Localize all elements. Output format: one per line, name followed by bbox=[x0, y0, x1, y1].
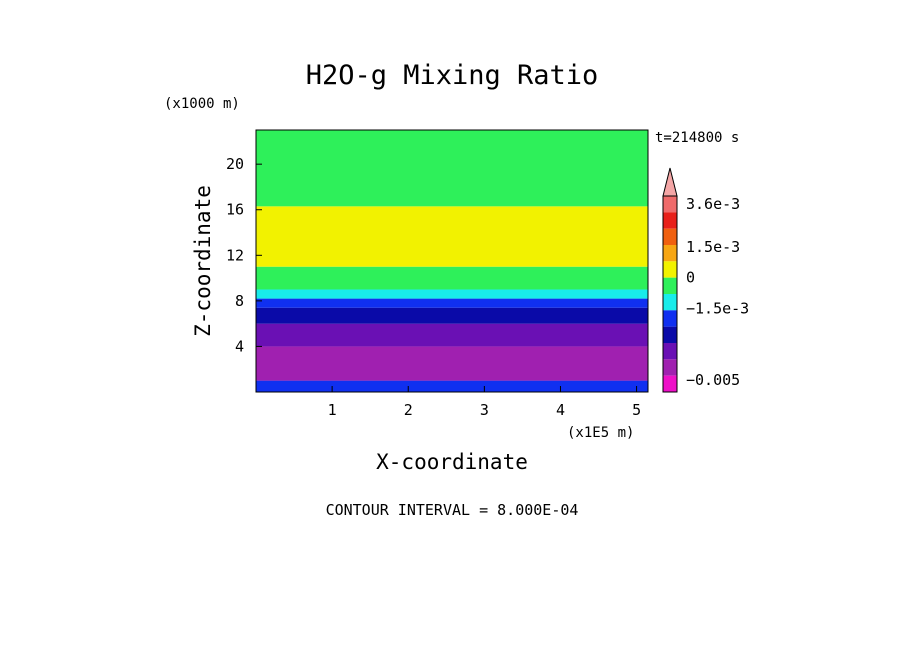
colorbar-label-1: 1.5e-3 bbox=[686, 238, 740, 256]
chart-title: H2O-g Mixing Ratio bbox=[306, 60, 599, 91]
colorbar-cell-10 bbox=[663, 343, 677, 360]
colorbar-frame bbox=[662, 195, 678, 393]
field-band-6 bbox=[256, 266, 648, 290]
y-axis-ticks: 4 8 12 16 20 bbox=[226, 155, 262, 355]
field-band-2 bbox=[256, 323, 648, 347]
x-axis-title: X-coordinate bbox=[376, 450, 528, 474]
x-unit-label: (x1E5 m) bbox=[567, 425, 634, 441]
field-band-7 bbox=[256, 206, 648, 267]
colorbar-cell-3 bbox=[663, 228, 677, 245]
field-band-0 bbox=[256, 380, 648, 392]
colorbar bbox=[662, 167, 678, 393]
y-unit-label: (x1000 m) bbox=[164, 96, 240, 112]
colorbar-cell-8 bbox=[663, 310, 677, 327]
colorbar-label-0: 3.6e-3 bbox=[686, 195, 740, 213]
y-tick-label-0: 4 bbox=[235, 337, 244, 355]
y-axis-title: Z-coordinate bbox=[191, 185, 215, 337]
colorbar-cell-7 bbox=[663, 294, 677, 311]
colorbar-arrow bbox=[662, 167, 678, 197]
x-tick-label-4: 5 bbox=[632, 401, 641, 419]
colorbar-cell-5 bbox=[663, 261, 677, 278]
plot-area bbox=[256, 130, 648, 392]
colorbar-cell-4 bbox=[663, 245, 677, 262]
x-axis-ticks: 1 2 3 4 5 bbox=[328, 386, 641, 419]
y-tick-label-3: 16 bbox=[226, 201, 244, 219]
colorbar-label-4: −0.005 bbox=[686, 371, 740, 389]
colorbar-cell-12 bbox=[663, 375, 677, 392]
colorbar-label-2: 0 bbox=[686, 269, 695, 287]
x-tick-label-3: 4 bbox=[556, 401, 565, 419]
colorbar-label-3: −1.5e-3 bbox=[686, 299, 749, 317]
x-tick-label-0: 1 bbox=[328, 401, 337, 419]
x-tick-label-1: 2 bbox=[404, 401, 413, 419]
field-band-8 bbox=[256, 130, 648, 207]
field-band-5 bbox=[256, 289, 648, 299]
colorbar-cell-1 bbox=[663, 196, 677, 213]
colorbar-cell-11 bbox=[663, 359, 677, 376]
time-label: t=214800 s bbox=[655, 130, 739, 146]
y-tick-label-1: 8 bbox=[235, 292, 244, 310]
colorbar-cell-9 bbox=[663, 326, 677, 343]
plot-frame bbox=[255, 129, 649, 393]
y-tick-label-4: 20 bbox=[226, 155, 244, 173]
colorbar-cell-2 bbox=[663, 212, 677, 229]
colorbar-cell-6 bbox=[663, 277, 677, 294]
colorbar-labels: 3.6e-3 1.5e-3 0 −1.5e-3 −0.005 bbox=[686, 195, 749, 389]
field-band-1 bbox=[256, 346, 648, 381]
x-tick-label-2: 3 bbox=[480, 401, 489, 419]
contour-interval-note: CONTOUR INTERVAL = 8.000E-04 bbox=[326, 501, 579, 519]
field-band-3 bbox=[256, 307, 648, 324]
field-band-4 bbox=[256, 298, 648, 308]
y-tick-label-2: 12 bbox=[226, 246, 244, 264]
